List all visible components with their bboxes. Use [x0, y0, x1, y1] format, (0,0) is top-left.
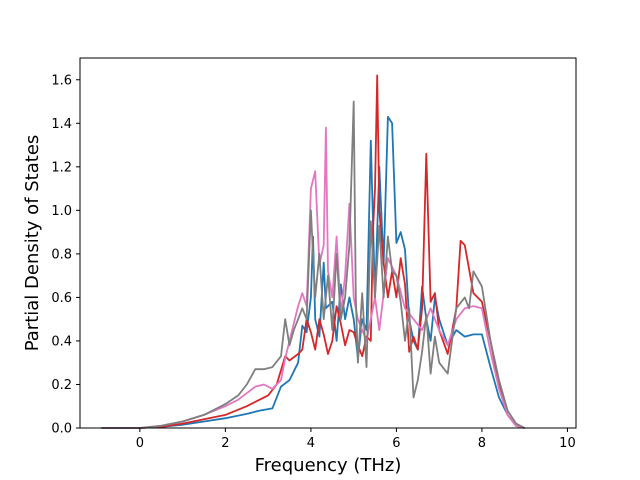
- y-tick-label: 0.0: [51, 422, 72, 437]
- x-tick-label: 2: [221, 436, 229, 451]
- x-axis-label: Frequency (THz): [255, 455, 402, 476]
- y-tick-label: 1.2: [51, 160, 72, 175]
- y-tick-label: 1.6: [51, 73, 72, 88]
- y-tick-label: 0.6: [51, 291, 72, 306]
- x-tick-label: 10: [559, 436, 576, 451]
- y-axis-label: Partial Density of States: [22, 135, 43, 352]
- y-tick-label: 1.0: [51, 204, 72, 219]
- y-tick-label: 0.8: [51, 247, 72, 262]
- y-tick-label: 0.4: [51, 334, 72, 349]
- x-tick-label: 6: [392, 436, 400, 451]
- y-tick-label: 0.2: [51, 378, 72, 393]
- x-tick-label: 8: [478, 436, 486, 451]
- series-line-4: [101, 100, 526, 429]
- x-tick-label: 4: [307, 436, 315, 451]
- x-tick-label: 0: [136, 436, 144, 451]
- x-axis-ticks: 0 2 4 6 8 10: [136, 428, 576, 451]
- plot-frame: [79, 57, 577, 429]
- y-tick-label: 1.4: [51, 117, 72, 132]
- plot-lines: [101, 74, 526, 429]
- y-axis-ticks: 0.0 0.2 0.4 0.6 0.8 1.0 1.2 1.4 1.6: [51, 73, 80, 437]
